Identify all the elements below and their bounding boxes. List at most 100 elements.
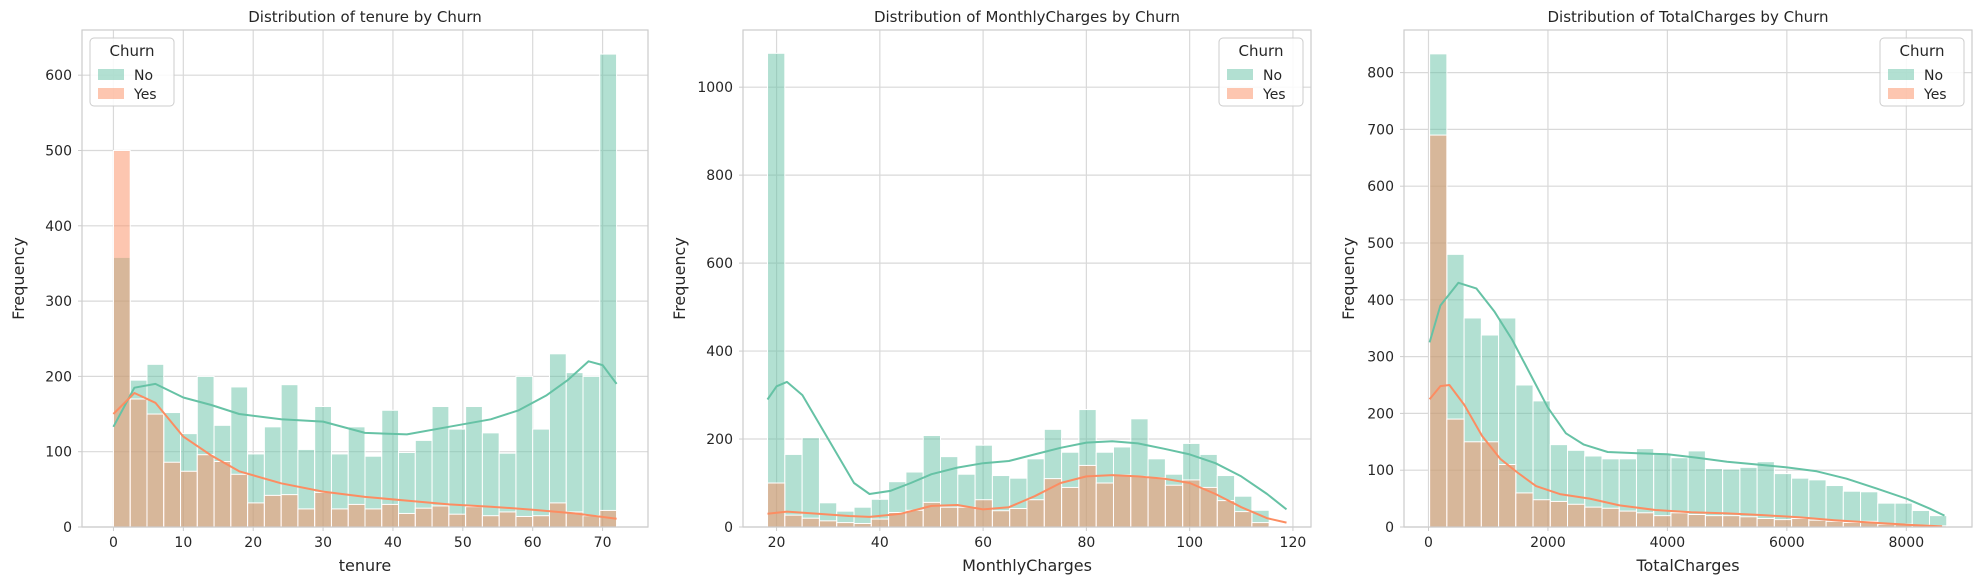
bar-yes — [364, 508, 383, 528]
bar-yes — [1026, 499, 1045, 528]
bar-yes — [957, 506, 976, 528]
bar-yes — [230, 473, 249, 528]
bar-yes — [163, 461, 182, 528]
bar-yes — [940, 506, 959, 528]
bar-yes — [974, 499, 993, 528]
y-tick-label: 800 — [1367, 66, 1394, 82]
bar-no — [599, 53, 618, 528]
bar-yes — [1584, 506, 1603, 528]
y-tick-label: 600 — [45, 68, 72, 84]
legend-label-yes: Yes — [133, 87, 157, 103]
bar-yes — [1112, 474, 1132, 528]
bar-yes — [314, 491, 332, 528]
legend-swatch-no — [1227, 69, 1253, 80]
bar-yes — [1739, 516, 1758, 528]
x-tick-label: 70 — [594, 535, 612, 551]
bar-yes — [381, 503, 400, 528]
chart-panel: 0 10 20 30 40 50 60 70 0 100 200 300 400 500 600 Distri… — [9, 8, 649, 575]
x-tick-label: 30 — [314, 535, 332, 551]
bar-yes — [1147, 477, 1166, 528]
bar-yes — [582, 515, 601, 528]
kde-line-yes — [1428, 384, 1943, 528]
bar-yes — [1756, 517, 1775, 528]
bar-yes — [247, 502, 265, 528]
x-tick-label: 50 — [454, 535, 472, 551]
y-tick-label: 700 — [1367, 122, 1394, 138]
bar-yes — [431, 505, 450, 528]
bar-yes — [1618, 510, 1637, 528]
bar-yes — [414, 507, 433, 528]
bar-yes — [1164, 484, 1184, 528]
legend-title: Churn — [1900, 42, 1945, 60]
bar-yes — [1446, 418, 1465, 528]
y-tick-label: 0 — [1385, 520, 1394, 536]
legend-label-no: No — [1924, 68, 1943, 84]
bar-yes — [263, 494, 282, 528]
bar-yes — [465, 506, 483, 528]
legend: Churn No Yes — [1879, 37, 1965, 107]
bar-no — [515, 375, 534, 528]
bar-yes — [1515, 492, 1534, 528]
y-tick-label: 200 — [45, 369, 72, 385]
bar-yes — [1722, 515, 1741, 528]
kde-line-yes — [767, 474, 1287, 524]
y-tick-label: 200 — [1367, 406, 1394, 422]
bar-yes — [213, 460, 232, 528]
y-tick-label: 500 — [1367, 236, 1394, 252]
bar-yes — [870, 518, 890, 528]
bar-yes — [1234, 511, 1253, 528]
chart-title: Distribution of TotalCharges by Churn — [1547, 8, 1828, 26]
axes-frame — [1403, 29, 1973, 528]
bar-yes — [448, 513, 467, 528]
grid — [82, 30, 648, 528]
bar-yes — [1567, 503, 1586, 528]
bar-yes — [180, 470, 198, 528]
bar-yes — [1653, 515, 1672, 528]
kde-line-no — [1428, 281, 1945, 517]
bar-yes — [1095, 482, 1114, 528]
y-axis-label: Frequency — [9, 237, 28, 320]
bar-yes — [1808, 519, 1827, 528]
bar-yes — [112, 149, 131, 528]
bar-yes — [280, 494, 299, 528]
y-tick-label: 400 — [45, 219, 72, 235]
bar-yes — [347, 503, 366, 528]
y-tick-label: 400 — [1367, 293, 1394, 309]
bar-yes — [1251, 522, 1270, 528]
bar-yes — [1463, 441, 1482, 528]
axes-frame — [81, 29, 649, 528]
y-tick-label: 800 — [706, 168, 733, 184]
x-tick-label: 100 — [1176, 535, 1203, 551]
bar-yes — [1704, 515, 1724, 528]
bar-yes — [398, 512, 416, 528]
bar-yes — [1532, 499, 1551, 528]
x-tick-label: 2000 — [1530, 535, 1566, 551]
axes-frame — [742, 29, 1312, 528]
bar-yes — [767, 482, 786, 528]
bar-yes — [532, 515, 550, 528]
bar-no — [548, 353, 567, 528]
bar-yes — [1791, 517, 1810, 528]
bar-yes — [515, 515, 534, 528]
y-tick-label: 600 — [1367, 179, 1394, 195]
y-tick-label: 0 — [724, 520, 733, 536]
x-tick-label: 20 — [768, 535, 786, 551]
bar-yes — [498, 511, 517, 528]
x-tick-label: 6000 — [1769, 535, 1805, 551]
x-tick-label: 40 — [384, 535, 402, 551]
bar-yes — [1061, 486, 1080, 528]
x-tick-label: 60 — [524, 535, 542, 551]
x-tick-label: 10 — [174, 535, 192, 551]
legend-label-yes: Yes — [1262, 87, 1286, 103]
legend-label-no: No — [1263, 68, 1282, 84]
x-tick-label: 20 — [244, 535, 262, 551]
bar-no — [1773, 473, 1793, 528]
y-tick-label: 300 — [1367, 350, 1394, 366]
y-axis-label: Frequency — [670, 237, 689, 320]
x-tick-label: 4000 — [1650, 535, 1686, 551]
y-tick-label: 0 — [63, 520, 72, 536]
kde-line-yes — [112, 392, 617, 520]
bar-yes — [801, 517, 820, 528]
chart-panel: 20 40 60 80 100 120 0 200 400 600 800 1000 Distribut… — [670, 8, 1312, 575]
